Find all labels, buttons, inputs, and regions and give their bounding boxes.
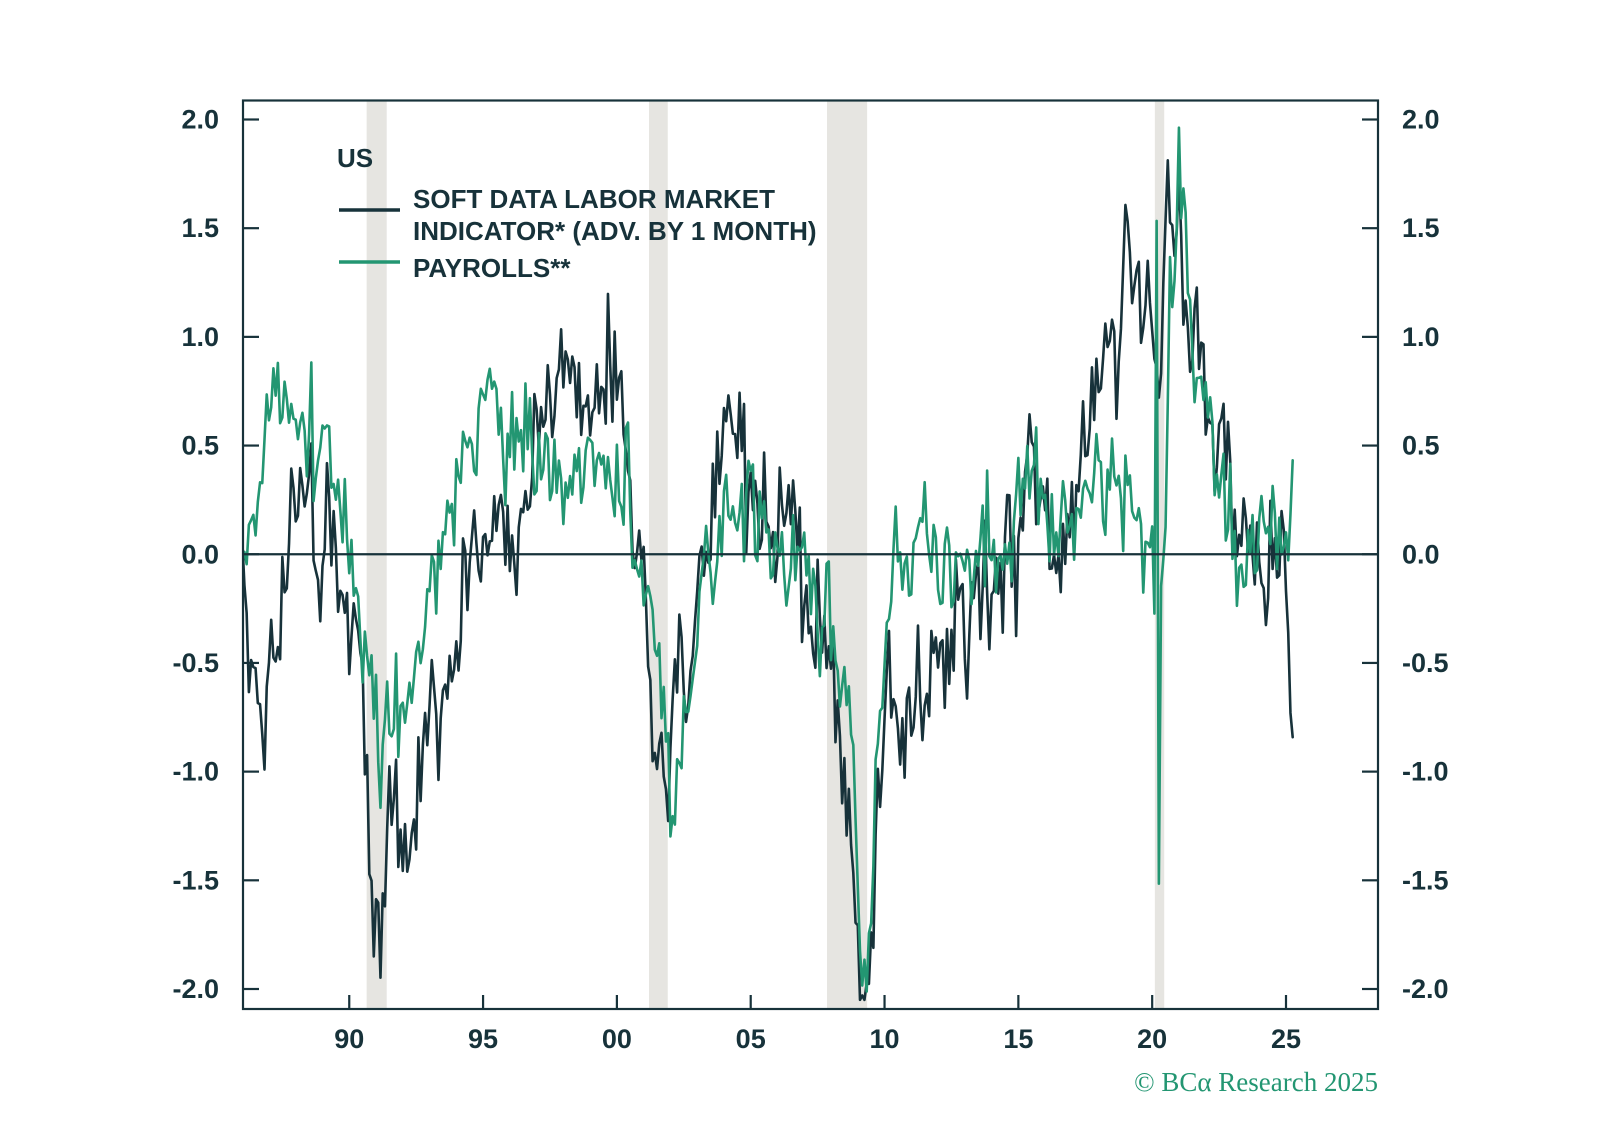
svg-text:25: 25 bbox=[1271, 1024, 1301, 1054]
svg-text:2.0: 2.0 bbox=[1402, 105, 1440, 135]
svg-text:1.5: 1.5 bbox=[1402, 213, 1440, 243]
svg-text:-1.0: -1.0 bbox=[172, 757, 219, 787]
svg-text:SOFT DATA LABOR MARKET: SOFT DATA LABOR MARKET bbox=[413, 184, 775, 214]
svg-text:2.0: 2.0 bbox=[181, 105, 219, 135]
svg-text:-2.0: -2.0 bbox=[172, 974, 219, 1004]
svg-text:90: 90 bbox=[334, 1024, 364, 1054]
svg-text:0.0: 0.0 bbox=[1402, 539, 1440, 569]
svg-text:-1.0: -1.0 bbox=[1402, 757, 1449, 787]
svg-text:20: 20 bbox=[1137, 1024, 1167, 1054]
svg-text:-2.0: -2.0 bbox=[1402, 974, 1449, 1004]
svg-text:© BCα Research 2025: © BCα Research 2025 bbox=[1134, 1067, 1378, 1097]
svg-text:00: 00 bbox=[602, 1024, 632, 1054]
svg-text:0.0: 0.0 bbox=[181, 539, 219, 569]
svg-text:1.0: 1.0 bbox=[1402, 322, 1440, 352]
svg-text:95: 95 bbox=[468, 1024, 498, 1054]
svg-text:1.0: 1.0 bbox=[181, 322, 219, 352]
svg-text:-0.5: -0.5 bbox=[172, 648, 219, 678]
svg-text:15: 15 bbox=[1003, 1024, 1033, 1054]
svg-text:05: 05 bbox=[736, 1024, 766, 1054]
svg-text:INDICATOR* (ADV. BY 1 MONTH): INDICATOR* (ADV. BY 1 MONTH) bbox=[413, 216, 817, 246]
svg-text:0.5: 0.5 bbox=[1402, 431, 1440, 461]
svg-text:0.5: 0.5 bbox=[181, 431, 219, 461]
svg-text:10: 10 bbox=[870, 1024, 900, 1054]
svg-text:PAYROLLS**: PAYROLLS** bbox=[413, 253, 571, 283]
svg-text:-0.5: -0.5 bbox=[1402, 648, 1449, 678]
svg-text:-1.5: -1.5 bbox=[172, 865, 219, 895]
svg-text:1.5: 1.5 bbox=[181, 213, 219, 243]
svg-text:US: US bbox=[337, 143, 373, 173]
svg-text:-1.5: -1.5 bbox=[1402, 865, 1449, 895]
